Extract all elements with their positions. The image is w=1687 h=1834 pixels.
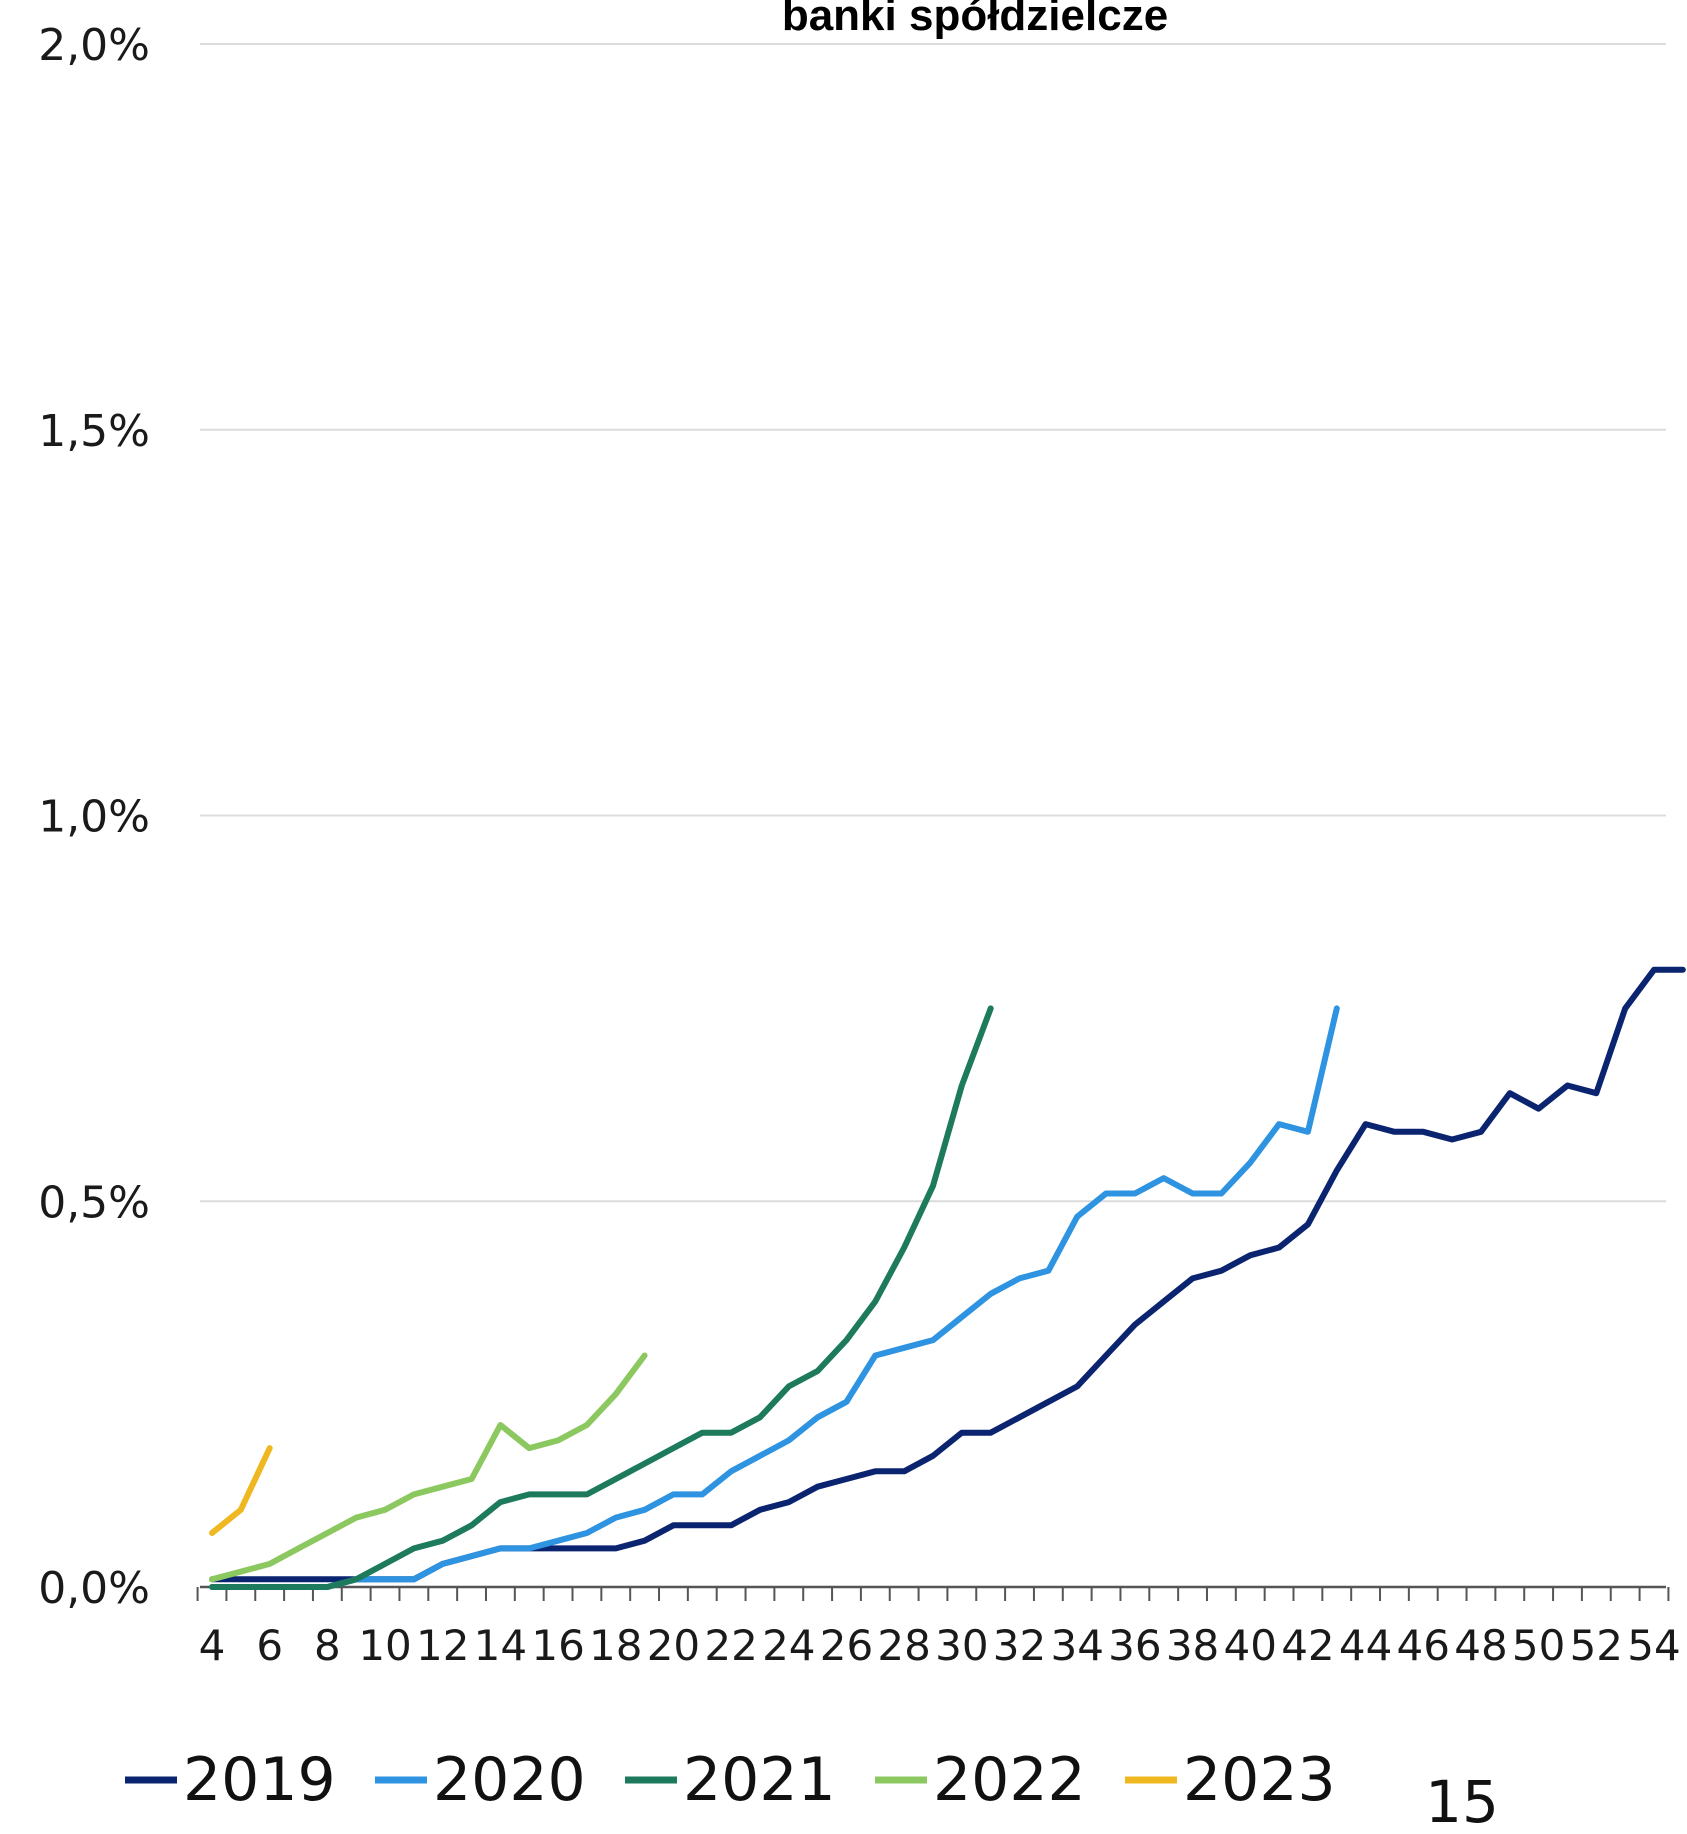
x-tick-label: 14 — [474, 1621, 527, 1670]
x-tick-label: 8 — [314, 1621, 341, 1670]
x-axis — [196, 1585, 1670, 1601]
x-tick-label: 46 — [1397, 1621, 1450, 1670]
series-line-2020 — [209, 1005, 1340, 1590]
legend-label-2020: 2020 — [433, 1745, 586, 1815]
x-tick-label: 4 — [199, 1621, 226, 1670]
legend-label-2019: 2019 — [183, 1745, 336, 1815]
y-tick-label: 1,0% — [38, 792, 150, 843]
legend-label-2023: 2023 — [1183, 1745, 1336, 1815]
y-axis-labels: 0,0% 0,5% 1,0% 1,5% 2,0% — [38, 20, 150, 1614]
series-line-2022 — [209, 1352, 648, 1583]
x-tick-label: 50 — [1512, 1621, 1565, 1670]
legend-label-2022: 2022 — [933, 1745, 1086, 1815]
x-tick-label: 30 — [935, 1621, 988, 1670]
legend: 2019 2020 2021 2022 2023 — [125, 1745, 1336, 1815]
x-tick-label: 42 — [1281, 1621, 1334, 1670]
x-tick-label: 32 — [993, 1621, 1046, 1670]
x-tick-label: 36 — [1108, 1621, 1161, 1670]
page-number: 15 — [1425, 1768, 1499, 1834]
x-tick-label: 40 — [1224, 1621, 1277, 1670]
x-tick-label: 38 — [1166, 1621, 1219, 1670]
x-tick-label: 26 — [820, 1621, 873, 1670]
x-axis-labels: 4 6 8 10 12 14 16 18 20 22 24 26 28 30 32 34 36 38 40 42 44 4… — [199, 1621, 1681, 1670]
x-tick-label: 34 — [1050, 1621, 1103, 1670]
x-tick-label: 22 — [704, 1621, 757, 1670]
x-tick-label: 16 — [531, 1621, 584, 1670]
x-tick-label: 24 — [762, 1621, 815, 1670]
x-tick-label: 6 — [256, 1621, 283, 1670]
gridlines — [200, 43, 1666, 1203]
x-tick-label: 18 — [589, 1621, 642, 1670]
y-tick-label: 1,5% — [38, 406, 150, 457]
x-tick-label: 48 — [1454, 1621, 1507, 1670]
legend-label-2021: 2021 — [683, 1745, 836, 1815]
x-tick-label: 20 — [647, 1621, 700, 1670]
x-tick-label: 52 — [1570, 1621, 1623, 1670]
y-tick-label: 0,5% — [38, 1177, 150, 1228]
y-tick-label: 2,0% — [38, 20, 150, 71]
x-tick-label: 12 — [416, 1621, 469, 1670]
series-line-2021 — [209, 1005, 994, 1590]
y-tick-label: 0,0% — [38, 1563, 150, 1614]
x-tick-label: 28 — [877, 1621, 930, 1670]
x-tick-label: 10 — [358, 1621, 411, 1670]
x-tick-label: 54 — [1627, 1621, 1680, 1670]
series-line-2023 — [209, 1445, 273, 1536]
x-tick-label: 44 — [1339, 1621, 1392, 1670]
series-lines — [209, 966, 1686, 1590]
chart-title: banki spółdzielcze — [782, 0, 1168, 40]
